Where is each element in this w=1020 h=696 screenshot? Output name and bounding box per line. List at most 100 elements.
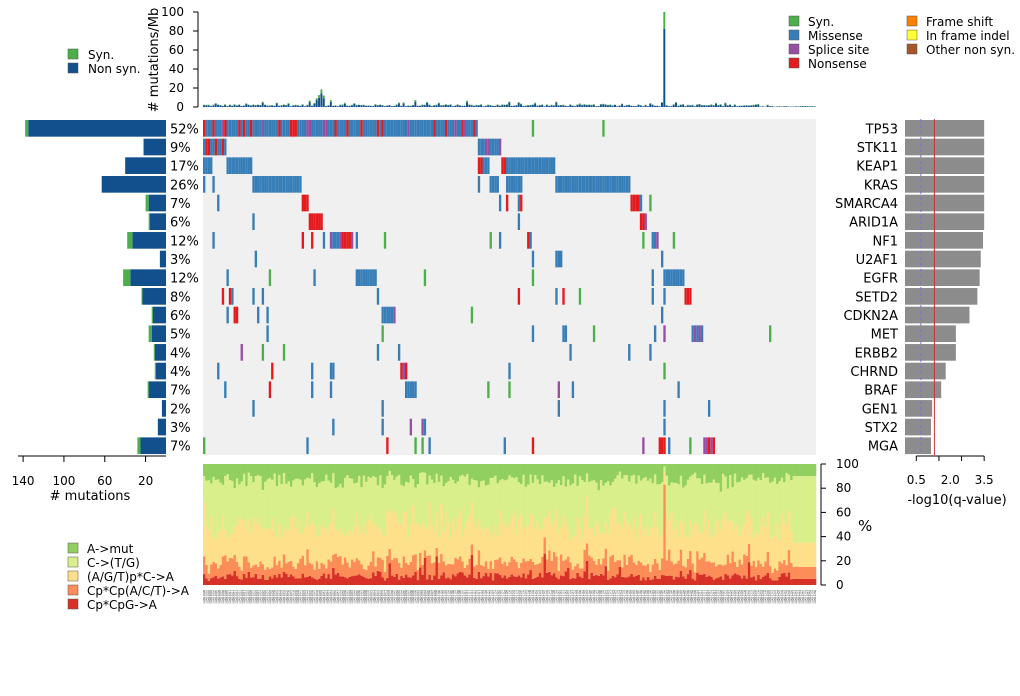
burden-nonsyn-bar: [686, 105, 689, 107]
spectrum-segment: [524, 561, 528, 579]
spectrum-segment: [409, 475, 413, 525]
matrix-cell: [226, 157, 229, 175]
burden-nonsyn-bar: [480, 104, 483, 107]
matrix-cell: [212, 138, 215, 156]
spectrum-segment: [557, 534, 561, 571]
spectrum-segment: [247, 472, 251, 520]
burden-nonsyn-bar: [517, 102, 520, 107]
spectrum-segment: [698, 478, 702, 532]
sample-label: LUAD-1058: [339, 590, 342, 604]
spectrum-segment: [303, 577, 307, 585]
matrix-cell: [552, 157, 556, 175]
sample-label: LUAD-1144: [541, 590, 544, 604]
sample-label: LUAD-1032: [278, 590, 281, 604]
spectrum-segment: [677, 560, 681, 578]
sample-label: LUAD-1217: [713, 590, 716, 604]
spectrum-segment: [630, 554, 634, 574]
matrix-cell: [581, 176, 584, 193]
sample-label: LUAD-1004: [213, 590, 216, 604]
sample-label: LUAD-1167: [595, 590, 598, 604]
matrix-cell: [426, 120, 429, 137]
spectrum-segment: [787, 510, 791, 551]
spectrum-segment: [205, 525, 208, 565]
spectrum-segment: [447, 464, 450, 482]
burden-nonsyn-bar: [513, 105, 515, 107]
matrix-cell: [231, 288, 234, 305]
sample-label: LUAD-1062: [349, 590, 352, 604]
burden-nonsyn-bar: [475, 105, 478, 107]
matrix-cell: [496, 176, 499, 193]
qvalue-tick-label: 2.0: [941, 473, 960, 487]
sample-label: LUAD-1127: [501, 590, 504, 604]
spectrum-segment: [360, 575, 364, 585]
spectrum-segment: [513, 510, 516, 560]
spectrum-segment: [402, 486, 406, 513]
spectrum-segment: [621, 567, 624, 577]
burden-tick-label: 60: [169, 43, 184, 57]
spectrum-segment: [677, 464, 681, 485]
spectrum-segment: [388, 509, 392, 549]
burden-nonsyn-bar: [313, 103, 316, 107]
matrix-cell: [404, 120, 408, 137]
matrix-cell: [402, 362, 405, 380]
spectrum-segment: [794, 566, 798, 579]
matrix-cell: [531, 157, 535, 175]
matrix-cell: [468, 120, 471, 137]
matrix-cell: [247, 120, 250, 137]
spectrum-segment: [628, 524, 631, 557]
spectrum-segment: [665, 464, 669, 476]
spectrum-segment: [531, 482, 535, 516]
spectrum-segment: [249, 533, 253, 568]
spectrum-segment: [325, 531, 328, 569]
spectrum-segment: [376, 570, 380, 585]
spectrum-segment: [390, 474, 394, 513]
spectrum-segment: [595, 564, 598, 575]
spectrum-segment: [325, 474, 328, 532]
spectrum-segment: [259, 464, 263, 477]
spectrum-segment: [400, 523, 403, 568]
matrix-cell: [350, 120, 354, 137]
burden-tick-label: 100: [161, 5, 184, 19]
matrix-cell: [642, 437, 645, 455]
qvalue-bar: [905, 400, 933, 417]
spectrum-segment: [614, 562, 617, 578]
burden-syn-bar: [660, 102, 663, 103]
spectrum-segment: [731, 521, 735, 552]
matrix-cell: [621, 176, 624, 193]
matrix-cell: [358, 269, 361, 287]
spectrum-segment: [442, 464, 446, 487]
burden-nonsyn-bar: [334, 105, 337, 107]
spectrum-segment: [665, 475, 669, 515]
matrix-cell: [212, 120, 215, 137]
sample-label: LUAD-1196: [664, 590, 667, 604]
spectrum-segment: [388, 548, 392, 564]
spectrum-segment: [299, 534, 302, 559]
sample-label: LUAD-1051: [323, 590, 326, 604]
spectrum-segment: [562, 576, 565, 585]
burden-nonsyn-bar: [571, 105, 574, 107]
spectrum-segment: [778, 539, 782, 562]
spectrum-segment: [769, 482, 772, 539]
spectrum-segment: [550, 464, 554, 481]
spectrum-segment: [534, 474, 537, 530]
sample-label: LUAD-1065: [356, 590, 359, 604]
sample-label: LUAD-1158: [574, 590, 577, 604]
sample-label: LUAD-1013: [234, 590, 237, 604]
burden-nonsyn-bar: [252, 104, 255, 107]
burden-nonsyn-bar: [515, 105, 518, 107]
spectrum-segment: [675, 526, 678, 564]
spectrum-segment: [670, 510, 674, 562]
spectrum-segment: [653, 575, 657, 585]
spectrum-segment: [766, 572, 770, 585]
spectrum-segment: [219, 530, 223, 565]
sample-label: LUAD-1178: [621, 590, 624, 604]
sample-label: LUAD-1238: [762, 590, 765, 604]
spectrum-segment: [245, 556, 248, 578]
spectrum-segment: [754, 464, 758, 481]
burden-nonsyn-bar: [416, 105, 419, 107]
spectrum-segment: [414, 487, 418, 524]
matrix-cell: [604, 176, 607, 193]
burden-nonsyn-bar: [353, 103, 356, 107]
matrix-cell: [614, 176, 617, 193]
spectrum-segment: [571, 483, 575, 538]
